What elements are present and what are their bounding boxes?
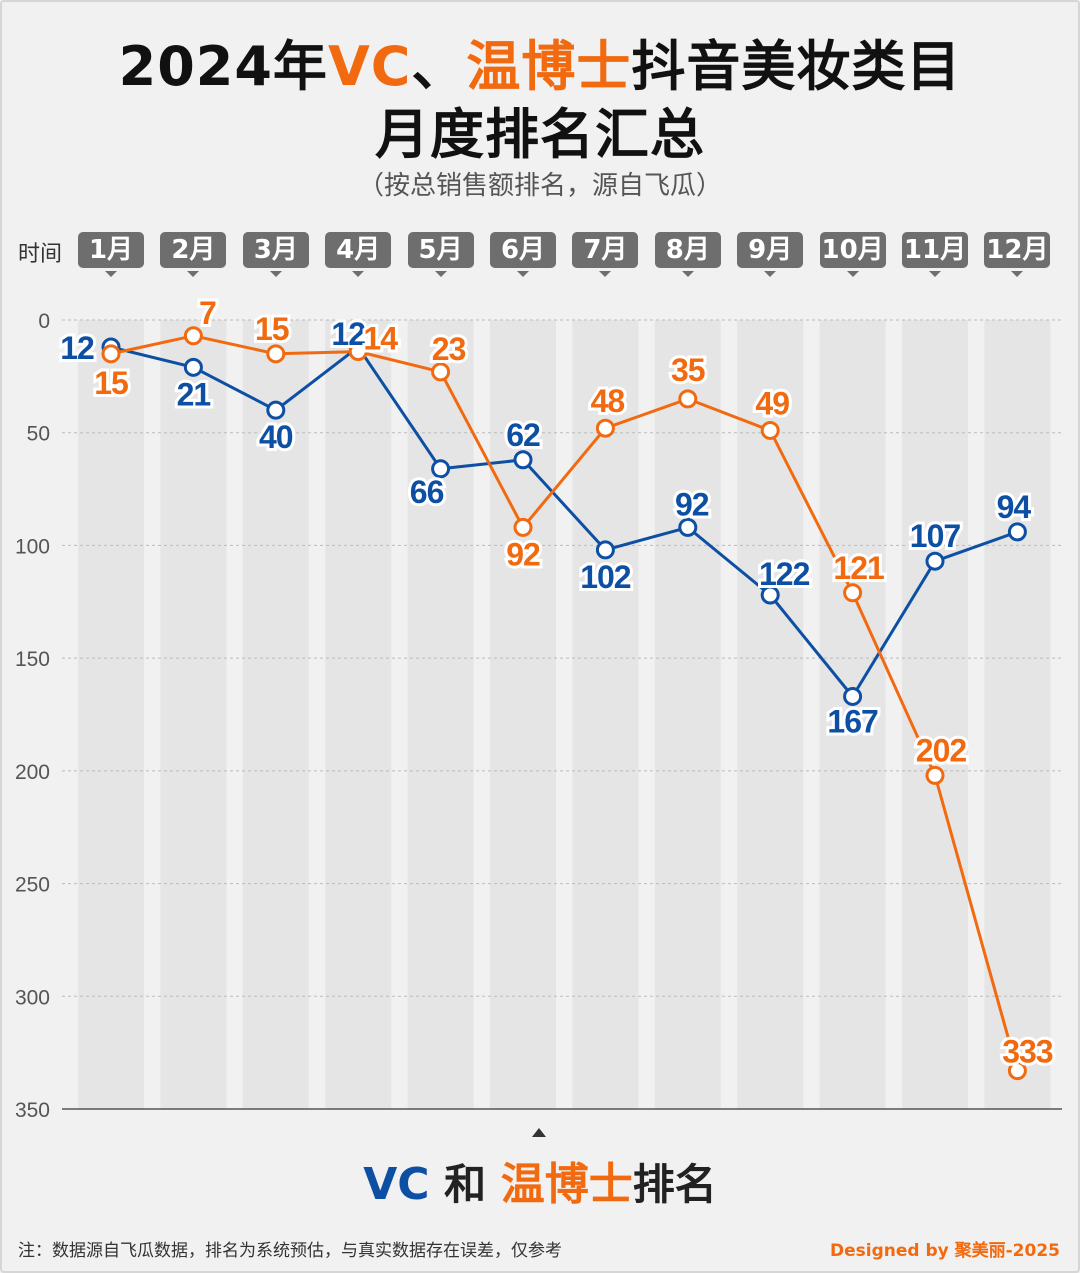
y-tick-label: 150 [15, 648, 50, 671]
data-label-wbs: 23 [432, 331, 466, 367]
data-label-wbs: 14 [363, 321, 398, 357]
y-tick-label: 50 [27, 423, 50, 446]
month-tag: 12月 [984, 232, 1051, 277]
data-point-wbs [1007, 1061, 1027, 1081]
month-tag: 3月 [242, 232, 309, 277]
data-label-wbs: 202 [916, 732, 967, 768]
month-tag: 4月 [325, 232, 392, 277]
y-tick-label: 100 [15, 535, 50, 558]
data-point-wbs [843, 583, 863, 603]
data-point-vc [266, 400, 286, 420]
data-point-wbs [925, 765, 945, 785]
month-band [407, 320, 474, 1109]
legend-vc: VC [363, 1159, 430, 1210]
month-tag: 8月 [654, 232, 721, 277]
data-point-wbs [348, 342, 368, 362]
month-tag: 7月 [572, 232, 639, 277]
month-band [819, 320, 886, 1109]
footer-credit: Designed by 聚美丽-2025 [829, 1241, 1060, 1261]
title-brand-vc: VC [327, 35, 412, 98]
month-band [325, 320, 392, 1109]
month-band [984, 320, 1051, 1109]
data-label-wbs: 15 [94, 365, 128, 401]
chart-title-line1: 2024年VC、温博士抖音美妆类目 [0, 22, 1080, 101]
title-separator: 、 [411, 35, 467, 98]
data-label-vc: 12 [60, 330, 94, 366]
month-tag: 2月 [160, 232, 227, 277]
data-point-vc [843, 686, 863, 706]
month-tag: 6月 [490, 232, 556, 277]
data-label-vc: 62 [506, 417, 540, 453]
month-band [902, 320, 968, 1109]
y-tick-label: 0 [38, 310, 50, 333]
data-label-wbs: 333 [1002, 1034, 1053, 1070]
data-point-vc [760, 585, 780, 605]
month-band [160, 320, 227, 1109]
title-line1-rest: 抖音美妆类目 [631, 35, 962, 98]
data-label-vc: 66 [410, 474, 444, 510]
month-tag: 9月 [737, 232, 804, 277]
y-tick-label: 250 [15, 874, 50, 897]
data-label-wbs: 48 [591, 383, 625, 419]
month-tag: 1月 [78, 232, 144, 277]
data-label-wbs: 121 [833, 550, 884, 586]
y-tick-label: 350 [15, 1099, 50, 1122]
chart-legend: VC 和 温博士排名 [0, 1148, 1080, 1212]
chart-title-line2: 月度排名汇总 [375, 103, 705, 166]
data-point-wbs [595, 418, 615, 438]
data-point-vc [513, 450, 533, 470]
month-band [572, 320, 639, 1109]
data-point-vc [925, 551, 945, 571]
title-brand-wbs: 温博士 [466, 35, 632, 98]
data-label-vc: 21 [177, 376, 211, 412]
data-label-vc: 167 [827, 703, 878, 739]
legend-pointer-icon [532, 1128, 546, 1137]
data-point-wbs [678, 389, 698, 409]
data-label-vc: 102 [580, 559, 631, 595]
data-point-vc [595, 540, 615, 560]
data-point-vc [1007, 522, 1027, 542]
month-tag: 11月 [902, 232, 968, 277]
data-point-vc [678, 517, 698, 537]
data-label-wbs: 15 [255, 311, 289, 347]
data-label-wbs: 35 [671, 352, 705, 388]
data-label-vc: 94 [997, 489, 1032, 525]
data-point-vc [431, 459, 451, 479]
data-label-wbs: 92 [506, 536, 540, 572]
series-line-wbs [110, 334, 1019, 1072]
chart-subtitle: （按总销售额排名，源自飞瓜） [357, 171, 722, 201]
data-label-wbs: 7 [199, 295, 216, 331]
data-point-vc [183, 357, 203, 377]
month-band [242, 320, 309, 1109]
footer-note: 注：数据源自飞瓜数据，排名为系统预估，与真实数据存在误差，仅参考 [18, 1241, 562, 1261]
data-label-vc: 122 [759, 556, 810, 592]
legend-and: 和 [444, 1160, 487, 1209]
month-band [78, 320, 144, 1109]
month-band [654, 320, 721, 1109]
time-axis-label: 时间 [18, 242, 63, 267]
month-tag: 5月 [407, 232, 474, 277]
data-label-vc: 92 [675, 486, 709, 522]
legend-suffix: 排名 [632, 1160, 717, 1209]
month-band [737, 320, 804, 1109]
legend-wbs: 温博士 [500, 1159, 633, 1210]
data-label-vc: 40 [259, 419, 293, 455]
data-point-wbs [431, 362, 451, 382]
data-point-wbs [760, 420, 780, 440]
y-tick-label: 300 [15, 986, 50, 1009]
month-tag: 10月 [819, 232, 886, 277]
data-label-vc: 12 [331, 316, 365, 352]
data-point-wbs [266, 344, 286, 364]
data-point-wbs [101, 344, 121, 364]
data-point-wbs [513, 517, 533, 537]
data-point-wbs [183, 326, 203, 346]
series-line-vc [110, 345, 1018, 698]
title-year: 2024年 [118, 35, 328, 98]
data-label-vc: 107 [910, 518, 961, 554]
y-tick-label: 200 [15, 761, 50, 784]
data-label-wbs: 49 [755, 385, 789, 421]
